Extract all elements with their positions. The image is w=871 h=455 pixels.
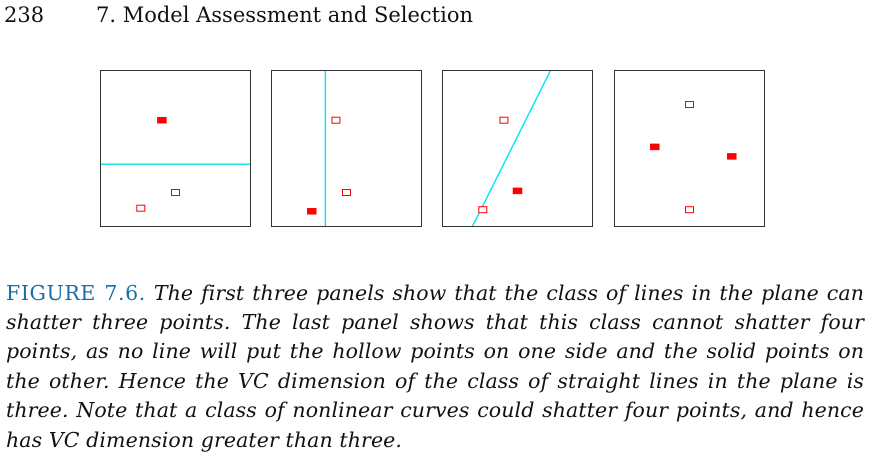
panel-frame [271,70,422,227]
solid-point [157,116,167,124]
panel-4 [614,70,765,227]
running-head: 238 7. Model Assessment and Selection [4,2,473,28]
panel-frame [100,70,251,227]
hollow-point [171,189,180,196]
figure-caption-text: The first three panels show that the cla… [6,280,864,452]
hollow-point [478,206,488,214]
figure-label: FIGURE 7.6. [6,280,146,305]
solid-point [650,143,660,151]
panel-frame [614,70,765,227]
figure-panels [100,70,765,227]
panel-frame [442,70,593,227]
solid-point [727,153,737,160]
panel-2 [271,70,422,227]
hollow-point [136,204,146,212]
solid-point [512,187,523,195]
hollow-point [685,101,694,108]
hollow-point [342,189,351,196]
figure-caption: FIGURE 7.6. The first three panels show … [6,279,864,455]
hollow-point [331,116,341,124]
separating-line [471,70,552,227]
hollow-point [685,206,694,214]
panel-3 [442,70,593,227]
panel-1 [100,70,251,227]
page-number: 238 [4,3,45,27]
chapter-title: 7. Model Assessment and Selection [96,3,474,27]
hollow-point [499,116,509,124]
solid-point [307,208,317,215]
